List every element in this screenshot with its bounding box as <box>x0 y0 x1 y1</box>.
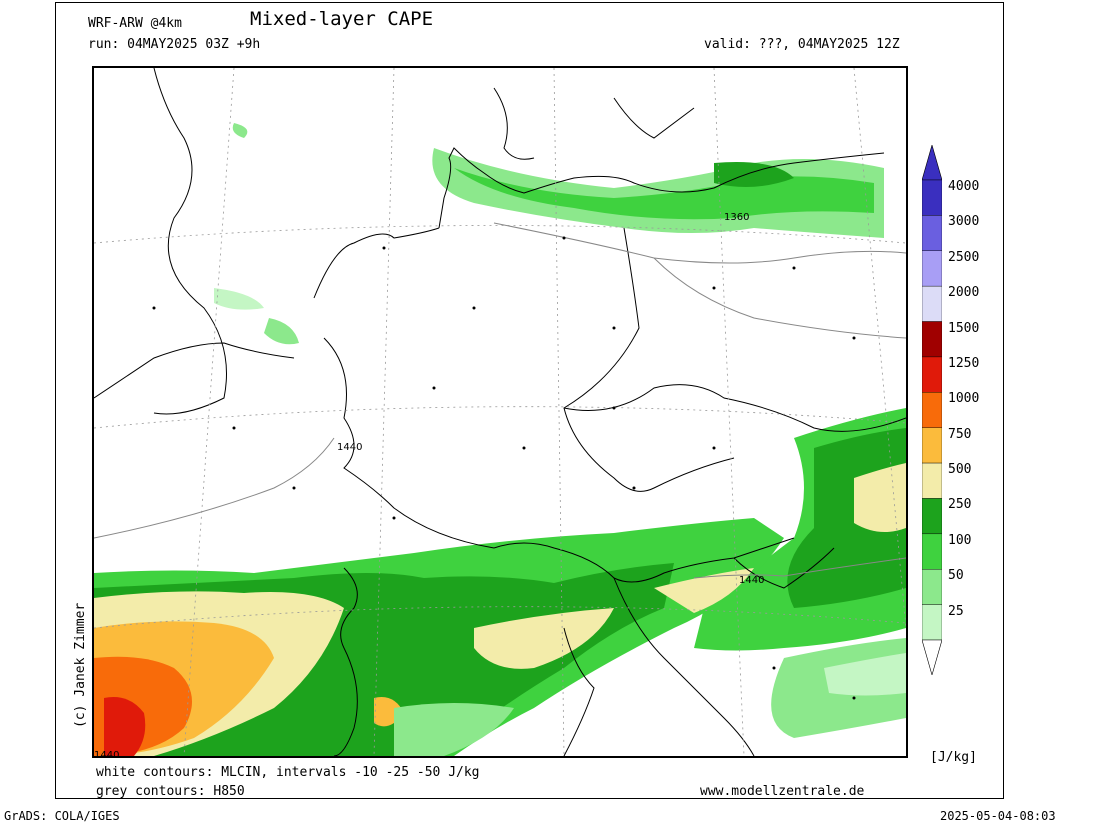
colorbar-tick-label: 100 <box>948 532 972 548</box>
plot-title: Mixed-layer CAPE <box>250 8 434 30</box>
contour-label: 1440 <box>94 750 119 756</box>
run-label: run: 04MAY2025 03Z +9h <box>88 37 261 52</box>
website-label: www.modellzentrale.de <box>700 784 865 799</box>
city-dots <box>152 236 856 700</box>
grey-contours-legend: grey contours: H850 <box>96 784 245 799</box>
cape-field-south <box>94 518 784 756</box>
grads-label: GrADS: COLA/IGES <box>4 809 120 823</box>
colorbar-segment <box>922 604 942 641</box>
contour-label: 1440 <box>739 575 764 586</box>
colorbar-segment <box>922 215 942 251</box>
contour-label-1440-east: 1440 <box>739 575 764 586</box>
contour-label-1440-west: 1440 <box>337 442 362 453</box>
colorbar-tick-label: 25 <box>948 603 964 619</box>
colorbar-tick-label: 1250 <box>948 355 980 371</box>
contour-label: 1360 <box>724 212 749 223</box>
colorbar-segment <box>922 498 942 535</box>
author-credit: (c) Janek Zimmer <box>73 602 88 728</box>
h850-contours <box>94 222 906 579</box>
colorbar-segment <box>922 321 942 358</box>
white-contours-legend: white contours: MLCIN, intervals -10 -25… <box>96 765 480 780</box>
colorbar-tick-label: 2000 <box>948 285 980 301</box>
colorbar-segment <box>922 569 942 605</box>
colorbar-tick-label: 750 <box>948 426 972 442</box>
contour-label-1360: 1360 <box>724 212 749 223</box>
cape-field-north <box>214 123 884 345</box>
colorbar-top-arrow <box>922 145 942 181</box>
colorbar <box>922 145 942 675</box>
contour-label: 1440 <box>337 442 362 453</box>
cape-map: 1360 1440 1440 1440 <box>92 66 908 758</box>
colorbar-segment <box>922 179 942 216</box>
colorbar-segment <box>922 462 942 499</box>
colorbar-segment <box>922 427 942 464</box>
colorbar-segment <box>922 250 942 287</box>
contour-label-1440-sw: 1440 <box>94 750 119 756</box>
colorbar-tick-label: 2500 <box>948 249 980 265</box>
borders <box>94 68 906 756</box>
latlon-grid <box>94 68 906 756</box>
colorbar-tick-label: 3000 <box>948 214 980 230</box>
colorbar-tick-label: 250 <box>948 497 972 513</box>
colorbar-segment <box>922 392 942 428</box>
plot-frame <box>55 2 1004 799</box>
model-label: WRF-ARW @4km <box>88 16 182 31</box>
colorbar-segment <box>922 285 942 322</box>
timestamp-label: 2025-05-04-08:03 <box>940 809 1056 823</box>
valid-label: valid: ???, 04MAY2025 12Z <box>704 37 900 52</box>
colorbar-unit: [J/kg] <box>930 750 977 765</box>
map-graphics: 1360 1440 1440 1440 <box>94 68 906 756</box>
colorbar-segment <box>922 533 942 570</box>
colorbar-segment <box>922 356 942 393</box>
colorbar-bottom-arrow <box>922 639 942 675</box>
colorbar-tick-label: 1500 <box>948 320 980 336</box>
colorbar-tick-label: 500 <box>948 462 972 478</box>
colorbar-tick-label: 1000 <box>948 391 980 407</box>
colorbar-tick-label: 4000 <box>948 179 980 194</box>
colorbar-tick-label: 50 <box>948 568 964 584</box>
